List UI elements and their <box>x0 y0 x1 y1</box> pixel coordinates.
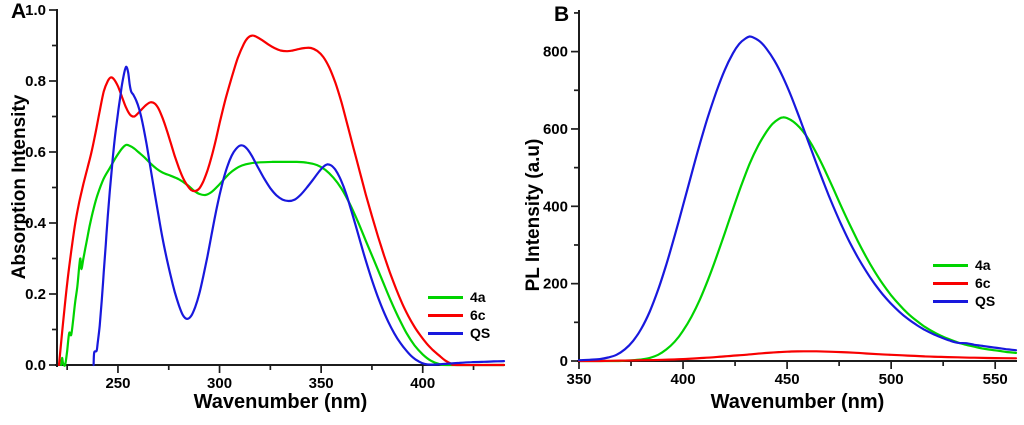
legend-item-qs: QS <box>428 324 490 342</box>
y-tick-label: 600 <box>543 121 568 138</box>
y-axis-title-pl: PL Intensity (a.u) <box>523 138 544 292</box>
curve-6c <box>577 350 1018 363</box>
legend-label-qs: QS <box>975 293 996 309</box>
legend-line-qs-icon <box>428 331 463 335</box>
y-axis-title-absorption: Absorption Intensity <box>9 94 30 280</box>
legend-label-qs: QS <box>470 325 491 341</box>
legend-label-4a: 4a <box>975 257 991 273</box>
legend-b: 4a 6c QS <box>933 256 995 310</box>
x-tick-label: 350 <box>566 371 591 388</box>
absorption-spectrum-plot: 250 300 350 400 0.0 0.2 0.4 0.6 0.8 1.0 <box>25 2 506 392</box>
legend-line-4a-icon <box>933 263 968 267</box>
y-tick-label: 800 <box>543 44 568 61</box>
y-tick-label: 0.4 <box>25 215 47 232</box>
y-tick-label: 0.8 <box>25 73 46 90</box>
legend-item-6c: 6c <box>933 274 995 292</box>
x-axis-title-a: Wavenumber (nm) <box>193 391 368 413</box>
y-tick-label: 0.0 <box>25 357 46 374</box>
legend-line-6c-icon <box>933 281 968 285</box>
y-tick-label: 0.2 <box>25 286 46 303</box>
y-tick-label: 0.6 <box>25 144 46 161</box>
curve-4a <box>60 143 506 367</box>
panel-a-absorption: 250 300 350 400 0.0 0.2 0.4 0.6 0.8 1.0 A Absorpt… <box>9 0 506 413</box>
x-tick-label: 500 <box>879 371 904 388</box>
curve-qs <box>577 35 1018 362</box>
y-tick-label: 400 <box>543 198 568 215</box>
x-axis-title-b: Wavenumber (nm) <box>710 391 885 413</box>
legend-label-4a: 4a <box>470 289 486 305</box>
x-tick-label: 250 <box>105 375 130 392</box>
x-tick-label: 350 <box>309 375 334 392</box>
legend-item-4a: 4a <box>933 256 995 274</box>
legend-item-6c: 6c <box>428 306 490 324</box>
legend-item-qs: QS <box>933 292 995 310</box>
curve-qs <box>92 65 506 367</box>
x-tick-label: 550 <box>983 371 1008 388</box>
pl-spectrum-plot: 350 400 450 500 550 0 200 400 600 800 <box>543 10 1018 388</box>
panel-letter-b: B <box>554 3 570 26</box>
x-tick-label: 400 <box>671 371 696 388</box>
legend-label-6c: 6c <box>975 275 991 291</box>
legend-item-4a: 4a <box>428 288 490 306</box>
legend-label-6c: 6c <box>470 307 486 323</box>
y-tick-label: 1.0 <box>25 2 46 19</box>
legend-line-4a-icon <box>428 295 463 299</box>
y-tick-label: 0 <box>560 353 568 370</box>
panel-b-photoluminescence: 350 400 450 500 550 0 200 400 600 800 B PL Intens… <box>512 0 1024 425</box>
y-tick-label: 200 <box>543 276 568 293</box>
panel-letter-a: A <box>11 0 27 23</box>
legend-a: 4a 6c QS <box>428 288 490 342</box>
x-tick-label: 300 <box>207 375 232 392</box>
legend-line-6c-icon <box>428 313 463 317</box>
curve-6c <box>57 34 506 367</box>
x-tick-label: 400 <box>410 375 435 392</box>
legend-line-qs-icon <box>933 299 968 303</box>
x-tick-label: 450 <box>775 371 800 388</box>
